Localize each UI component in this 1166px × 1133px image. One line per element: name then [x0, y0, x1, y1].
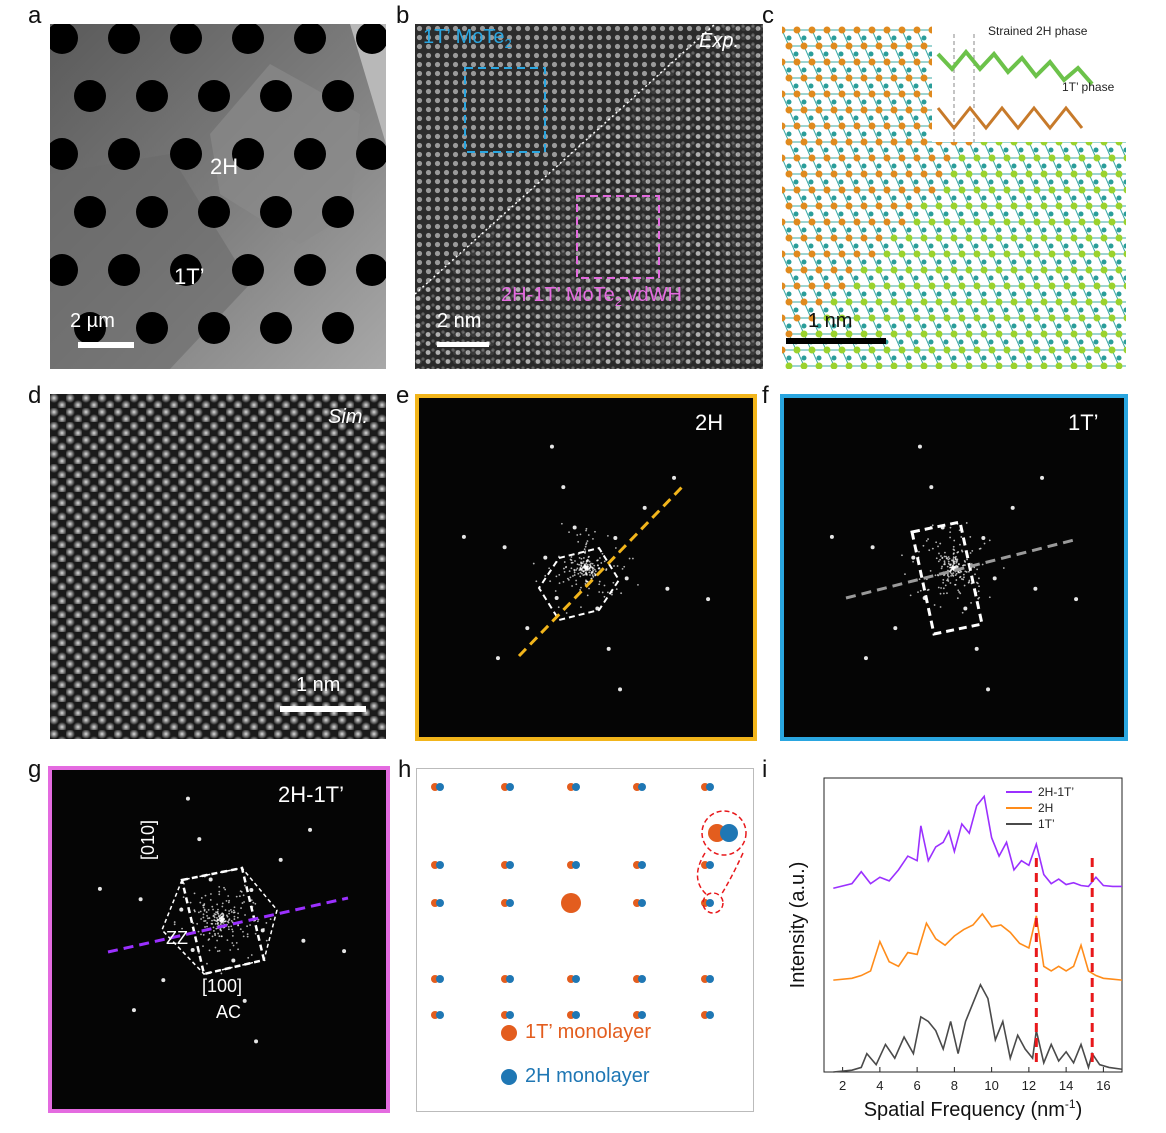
x-tick-label: 14	[1059, 1078, 1073, 1093]
diffraction-spot-2h	[506, 899, 514, 907]
diffraction-spot-2h	[436, 861, 444, 869]
panel-letter-e: e	[396, 382, 410, 409]
panel-letter-c: c	[762, 2, 774, 29]
label-2h: 2H	[210, 154, 239, 179]
panel-letter-d: d	[28, 382, 42, 409]
diffraction-spot-2h	[506, 1011, 514, 1019]
x-tick-label: 12	[1022, 1078, 1036, 1093]
legend-1t-label: 1T’ monolayer	[525, 1021, 651, 1043]
inset-panel	[932, 24, 1126, 142]
fft-2h-panel: 2H	[415, 394, 757, 741]
simulated-image	[50, 394, 386, 739]
panel-letter-a: a	[28, 2, 42, 29]
diffraction-spot-2h	[506, 975, 514, 983]
legend-2h-label: 2H monolayer	[525, 1065, 650, 1087]
panel-letter-i: i	[762, 756, 768, 783]
fft-2h	[461, 444, 711, 692]
fft-1t	[829, 444, 1079, 692]
diffraction-spot-2h	[638, 1011, 646, 1019]
dir-100-label: [100]	[202, 976, 243, 996]
diffraction-spot-2h	[706, 899, 714, 907]
diffraction-spot-2h	[638, 899, 646, 907]
box-vdwh-label: 2H-1T’ MoTe2 vdWH	[501, 284, 682, 309]
diffraction-spot-2h	[436, 783, 444, 791]
simulated-diffraction	[431, 783, 747, 1019]
zz-label: ZZ	[166, 928, 188, 948]
diffraction-spot-2h	[706, 861, 714, 869]
legend-1t-marker	[501, 1025, 517, 1041]
hrstem-image-panel: 1T’ MoTe2 Exp. 2H-1T’ MoTe2 vdWH 2 nm	[415, 24, 763, 369]
fft-vdwh-panel: 2H-1T’ [010] [100] ZZ AC	[48, 766, 390, 1113]
diffraction-spot-2h	[436, 1011, 444, 1019]
x-tick-label: 2	[839, 1078, 846, 1093]
series-line	[833, 982, 1123, 1073]
inset-top-label: Strained 2H phase	[988, 24, 1088, 38]
panel-letter-f: f	[762, 382, 769, 409]
sem-image	[50, 24, 386, 369]
x-tick-label: 8	[951, 1078, 958, 1093]
diffraction-spot-2h	[706, 783, 714, 791]
fft-vdwh	[97, 796, 349, 1044]
legend-label: 2H	[1038, 801, 1053, 815]
x-tick-label: 16	[1096, 1078, 1110, 1093]
intensity-profile-chart: 2 4 6 8 10 12 14 16 Spatial Frequency (nm-1) Inte…	[770, 764, 1140, 1124]
series-line	[833, 794, 1122, 890]
simulated-diffraction-panel: 1T’ monolayer 2H monolayer	[416, 768, 754, 1112]
legend-label: 1T’	[1038, 817, 1055, 831]
panel-letter-b: b	[396, 2, 410, 29]
diffraction-spot-2h	[506, 861, 514, 869]
simulated-image-panel: Sim. 1 nm	[50, 394, 386, 739]
inset-side-view	[936, 34, 1094, 142]
diffraction-spot-2h	[706, 975, 714, 983]
diffraction-spot-2h	[572, 975, 580, 983]
scale-bar-label: 2 µm	[70, 310, 115, 332]
scale-bar	[280, 706, 366, 712]
diffraction-spot-2h	[638, 861, 646, 869]
atomic-model-panel: Strained 2H phase 1T’ phase 1 nm	[782, 24, 1126, 369]
diffraction-spot-2h	[436, 975, 444, 983]
diffraction-spot-2h	[572, 783, 580, 791]
x-tick-label: 10	[984, 1078, 998, 1093]
box-1t-label: 1T’ MoTe2	[423, 26, 512, 51]
plot-frame	[823, 777, 1123, 1073]
sem-image-panel: 2H 1T’ 2 µm	[50, 24, 386, 369]
series-line	[833, 912, 1123, 981]
diffraction-spot-2h	[572, 1011, 580, 1019]
scale-bar	[78, 342, 134, 348]
chart-svg: 2 4 6 8 10 12 14 16 Spatial Frequency (nm-1) Inte…	[787, 777, 1123, 1121]
diffraction-spot-2h	[506, 783, 514, 791]
scale-bar	[786, 338, 886, 344]
exp-label: Exp.	[699, 30, 740, 52]
fft-label: 2H	[695, 410, 724, 435]
scale-bar	[437, 342, 489, 347]
dir-010-label: [010]	[138, 819, 158, 860]
diffraction-spot-2h	[436, 899, 444, 907]
fft-1t-panel: 1T’	[780, 394, 1128, 741]
scale-bar-label: 2 nm	[437, 310, 482, 332]
scale-bar-label: 1 nm	[808, 310, 853, 332]
legend-label: 2H-1T’	[1038, 785, 1074, 799]
diffraction-spot-1t	[561, 893, 581, 913]
legend-2h-marker	[501, 1069, 517, 1085]
x-tick-label: 4	[876, 1078, 883, 1093]
label-1t: 1T’	[174, 264, 205, 289]
panel-letter-g: g	[28, 756, 42, 783]
scale-bar-label: 1 nm	[296, 674, 341, 696]
x-tick-label: 6	[914, 1078, 921, 1093]
fft-label: 2H-1T’	[278, 782, 345, 807]
sim-label: Sim.	[328, 406, 368, 428]
x-axis-label: Spatial Frequency (nm-1)	[864, 1097, 1083, 1121]
diffraction-spot-2h	[638, 783, 646, 791]
hrstem-image	[415, 24, 763, 369]
fft-label: 1T’	[1068, 410, 1099, 435]
diffraction-spot-2h	[572, 861, 580, 869]
y-axis-label: Intensity (a.u.)	[787, 862, 809, 989]
diffraction-spot-2h	[638, 975, 646, 983]
ac-label: AC	[216, 1002, 242, 1022]
diffraction-spot-2h	[706, 1011, 714, 1019]
panel-letter-h: h	[398, 756, 412, 783]
inset-bottom-label: 1T’ phase	[1062, 80, 1115, 94]
